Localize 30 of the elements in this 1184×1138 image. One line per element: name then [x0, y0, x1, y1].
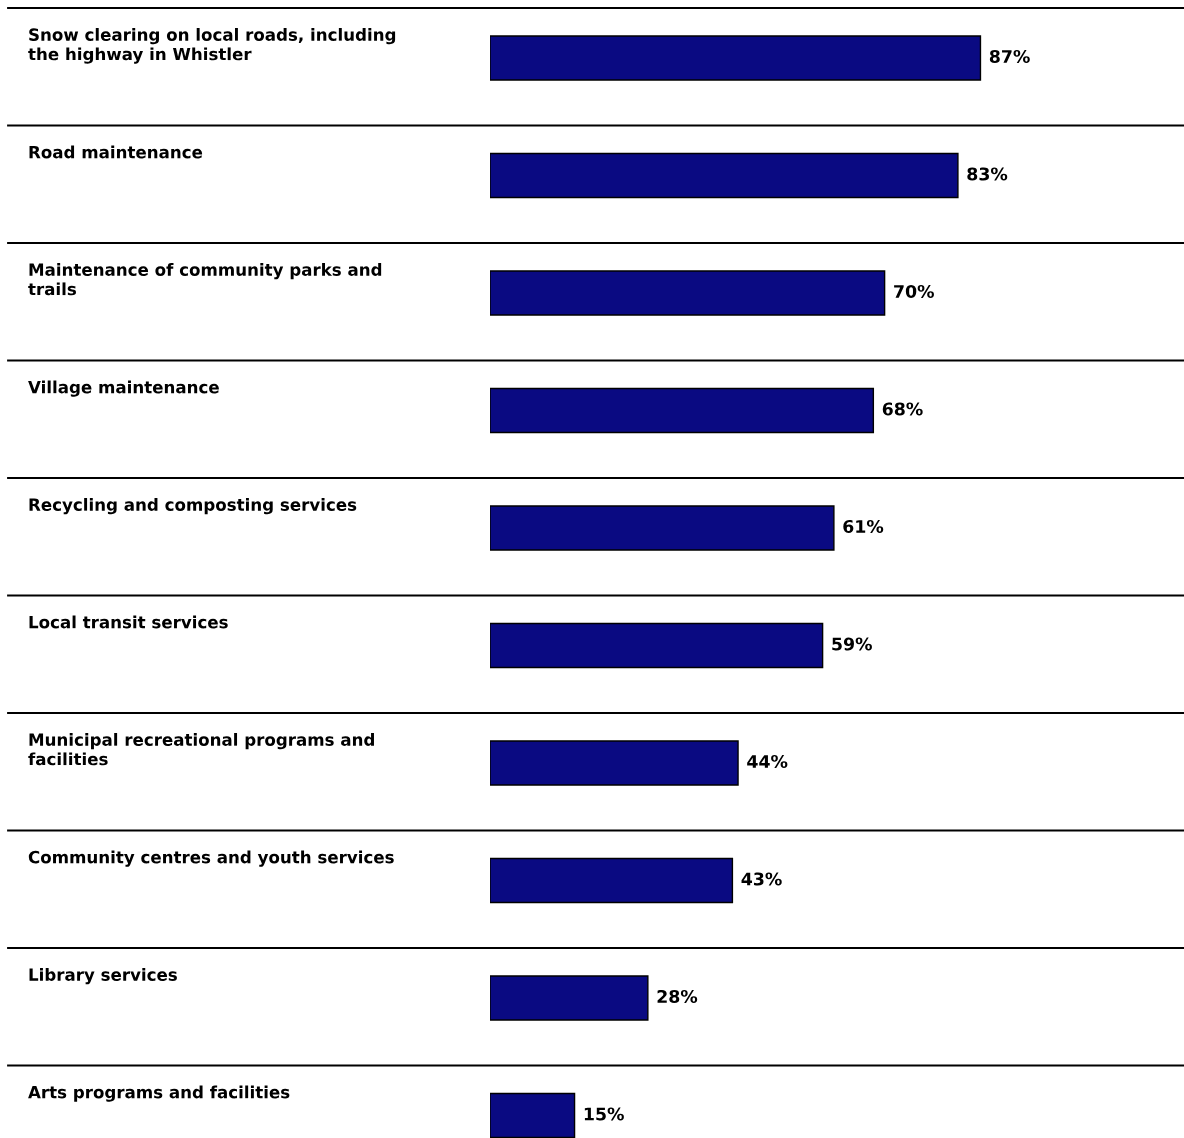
bar — [490, 270, 886, 316]
data-label: 44% — [747, 754, 788, 769]
data-label: 83% — [967, 167, 1008, 181]
bar — [490, 975, 649, 1021]
bar — [490, 1092, 576, 1138]
data-label: 43% — [741, 872, 782, 886]
bar — [490, 387, 875, 434]
y-tick-label: Local transit services — [29, 615, 228, 629]
y-tick-label: Municipal recreational programs and facilities — [28, 733, 374, 766]
bar — [490, 740, 739, 786]
bar — [490, 152, 959, 199]
y-tick-label: Arts programs and facilities — [28, 1085, 290, 1102]
bar — [490, 505, 835, 551]
data-label: 68% — [882, 402, 923, 416]
data-label: 70% — [894, 284, 934, 299]
y-tick-label: Road maintenance — [29, 145, 203, 159]
data-label: 28% — [657, 989, 698, 1004]
y-tick-label: Library services — [29, 968, 177, 985]
data-label: 87% — [989, 49, 1030, 64]
bar — [490, 622, 824, 669]
data-label: 61% — [843, 519, 884, 534]
data-label: 59% — [832, 637, 872, 651]
y-tick-label: Maintenance of community parks and trails — [28, 263, 382, 296]
data-label: 15% — [584, 1107, 624, 1121]
bar — [490, 35, 982, 81]
bar — [490, 857, 734, 904]
y-tick-label: Recycling and composting services — [29, 498, 357, 515]
y-tick-label: Snow clearing on local roads, including the highway in Whistler — [28, 28, 396, 64]
y-tick-label: Community centres and youth services — [28, 850, 394, 867]
y-tick-label: Village maintenance — [28, 380, 219, 397]
